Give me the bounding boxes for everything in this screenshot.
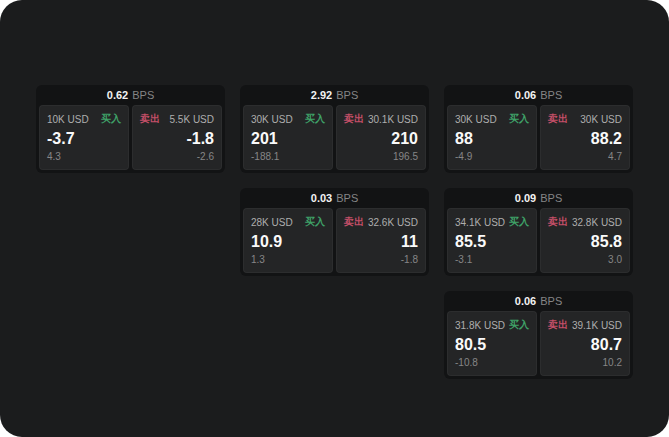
buy-panel[interactable]: 30K USD 买入 88 -4.9 (447, 105, 537, 170)
bps-unit-label: BPS (540, 295, 562, 307)
sell-delta: 4.7 (548, 151, 622, 162)
buy-amount: 31.8K USD (455, 320, 505, 331)
buy-price: 88 (455, 131, 529, 147)
bps-value: 0.06 (515, 89, 536, 101)
sell-side-label: 卖出 (140, 112, 160, 126)
bps-unit-label: BPS (540, 192, 562, 204)
buy-price: 10.9 (251, 234, 325, 250)
bps-unit-label: BPS (336, 89, 358, 101)
sell-price: 88.2 (548, 131, 622, 147)
bps-header: 0.62 BPS (39, 85, 222, 105)
buy-price: -3.7 (47, 131, 121, 147)
buy-amount: 30K USD (251, 114, 293, 125)
buy-delta: -4.9 (455, 151, 529, 162)
sell-panel[interactable]: 卖出 32.8K USD 85.8 3.0 (540, 208, 630, 273)
bps-value: 0.62 (107, 89, 128, 101)
quote-card: 0.62 BPS 10K USD 买入 -3.7 4.3 卖出 5.5K USD (36, 85, 225, 173)
sell-side-label: 卖出 (548, 215, 568, 229)
bps-header: 0.06 BPS (447, 85, 630, 105)
buy-side-label: 买入 (509, 215, 529, 229)
quote-card: 2.92 BPS 30K USD 买入 201 -188.1 卖出 30.1K … (240, 85, 429, 173)
buy-price: 201 (251, 131, 325, 147)
sell-side-label: 卖出 (344, 215, 364, 229)
buy-sell-panels: 30K USD 买入 88 -4.9 卖出 30K USD 88.2 4.7 (447, 105, 630, 170)
sell-delta: 10.2 (548, 357, 622, 368)
sell-amount: 39.1K USD (572, 320, 622, 331)
buy-sell-panels: 10K USD 买入 -3.7 4.3 卖出 5.5K USD -1.8 -2.… (39, 105, 222, 170)
sell-delta: -2.6 (140, 151, 214, 162)
buy-side-label: 买入 (305, 112, 325, 126)
trading-widget-panel: 0.62 BPS 10K USD 买入 -3.7 4.3 卖出 5.5K USD (0, 0, 669, 437)
bps-header: 0.09 BPS (447, 188, 630, 208)
bps-header: 0.06 BPS (447, 291, 630, 311)
sell-price: 210 (344, 131, 418, 147)
buy-delta: -10.8 (455, 357, 529, 368)
buy-amount: 10K USD (47, 114, 89, 125)
bps-unit-label: BPS (132, 89, 154, 101)
sell-panel[interactable]: 卖出 30.1K USD 210 196.5 (336, 105, 426, 170)
buy-sell-panels: 31.8K USD 买入 80.5 -10.8 卖出 39.1K USD 80.… (447, 311, 630, 376)
buy-delta: 4.3 (47, 151, 121, 162)
buy-panel[interactable]: 10K USD 买入 -3.7 4.3 (39, 105, 129, 170)
bps-header: 2.92 BPS (243, 85, 426, 105)
buy-amount: 28K USD (251, 217, 293, 228)
sell-delta: 3.0 (548, 254, 622, 265)
bps-value: 0.06 (515, 295, 536, 307)
bps-unit-label: BPS (540, 89, 562, 101)
buy-sell-panels: 28K USD 买入 10.9 1.3 卖出 32.6K USD 11 -1.8 (243, 208, 426, 273)
buy-amount: 30K USD (455, 114, 497, 125)
sell-price: 80.7 (548, 337, 622, 353)
buy-delta: -3.1 (455, 254, 529, 265)
sell-price: 11 (344, 234, 418, 250)
quote-card: 0.06 BPS 30K USD 买入 88 -4.9 卖出 30K USD (444, 85, 633, 173)
sell-panel[interactable]: 卖出 39.1K USD 80.7 10.2 (540, 311, 630, 376)
bps-value: 0.09 (515, 192, 536, 204)
buy-panel[interactable]: 30K USD 买入 201 -188.1 (243, 105, 333, 170)
buy-panel[interactable]: 31.8K USD 买入 80.5 -10.8 (447, 311, 537, 376)
sell-price: -1.8 (140, 131, 214, 147)
sell-side-label: 卖出 (548, 318, 568, 332)
quote-card: 0.09 BPS 34.1K USD 买入 85.5 -3.1 卖出 32.8K… (444, 188, 633, 276)
sell-delta: 196.5 (344, 151, 418, 162)
sell-amount: 32.6K USD (368, 217, 418, 228)
buy-price: 80.5 (455, 337, 529, 353)
buy-amount: 34.1K USD (455, 217, 505, 228)
quote-card: 0.03 BPS 28K USD 买入 10.9 1.3 卖出 32.6K US… (240, 188, 429, 276)
sell-price: 85.8 (548, 234, 622, 250)
buy-delta: -188.1 (251, 151, 325, 162)
sell-side-label: 卖出 (344, 112, 364, 126)
sell-side-label: 卖出 (548, 112, 568, 126)
bps-header: 0.03 BPS (243, 188, 426, 208)
sell-amount: 30K USD (580, 114, 622, 125)
sell-panel[interactable]: 卖出 32.6K USD 11 -1.8 (336, 208, 426, 273)
sell-panel[interactable]: 卖出 5.5K USD -1.8 -2.6 (132, 105, 222, 170)
buy-panel[interactable]: 28K USD 买入 10.9 1.3 (243, 208, 333, 273)
sell-panel[interactable]: 卖出 30K USD 88.2 4.7 (540, 105, 630, 170)
buy-sell-panels: 30K USD 买入 201 -188.1 卖出 30.1K USD 210 1… (243, 105, 426, 170)
sell-amount: 30.1K USD (368, 114, 418, 125)
buy-price: 85.5 (455, 234, 529, 250)
buy-side-label: 买入 (509, 318, 529, 332)
bps-value: 2.92 (311, 89, 332, 101)
quote-cards-grid: 0.62 BPS 10K USD 买入 -3.7 4.3 卖出 5.5K USD (36, 85, 633, 379)
bps-value: 0.03 (311, 192, 332, 204)
quote-card: 0.06 BPS 31.8K USD 买入 80.5 -10.8 卖出 39.1… (444, 291, 633, 379)
sell-amount: 5.5K USD (170, 114, 214, 125)
sell-amount: 32.8K USD (572, 217, 622, 228)
buy-side-label: 买入 (509, 112, 529, 126)
sell-delta: -1.8 (344, 254, 418, 265)
buy-side-label: 买入 (305, 215, 325, 229)
buy-sell-panels: 34.1K USD 买入 85.5 -3.1 卖出 32.8K USD 85.8… (447, 208, 630, 273)
buy-delta: 1.3 (251, 254, 325, 265)
buy-panel[interactable]: 34.1K USD 买入 85.5 -3.1 (447, 208, 537, 273)
buy-side-label: 买入 (101, 112, 121, 126)
bps-unit-label: BPS (336, 192, 358, 204)
